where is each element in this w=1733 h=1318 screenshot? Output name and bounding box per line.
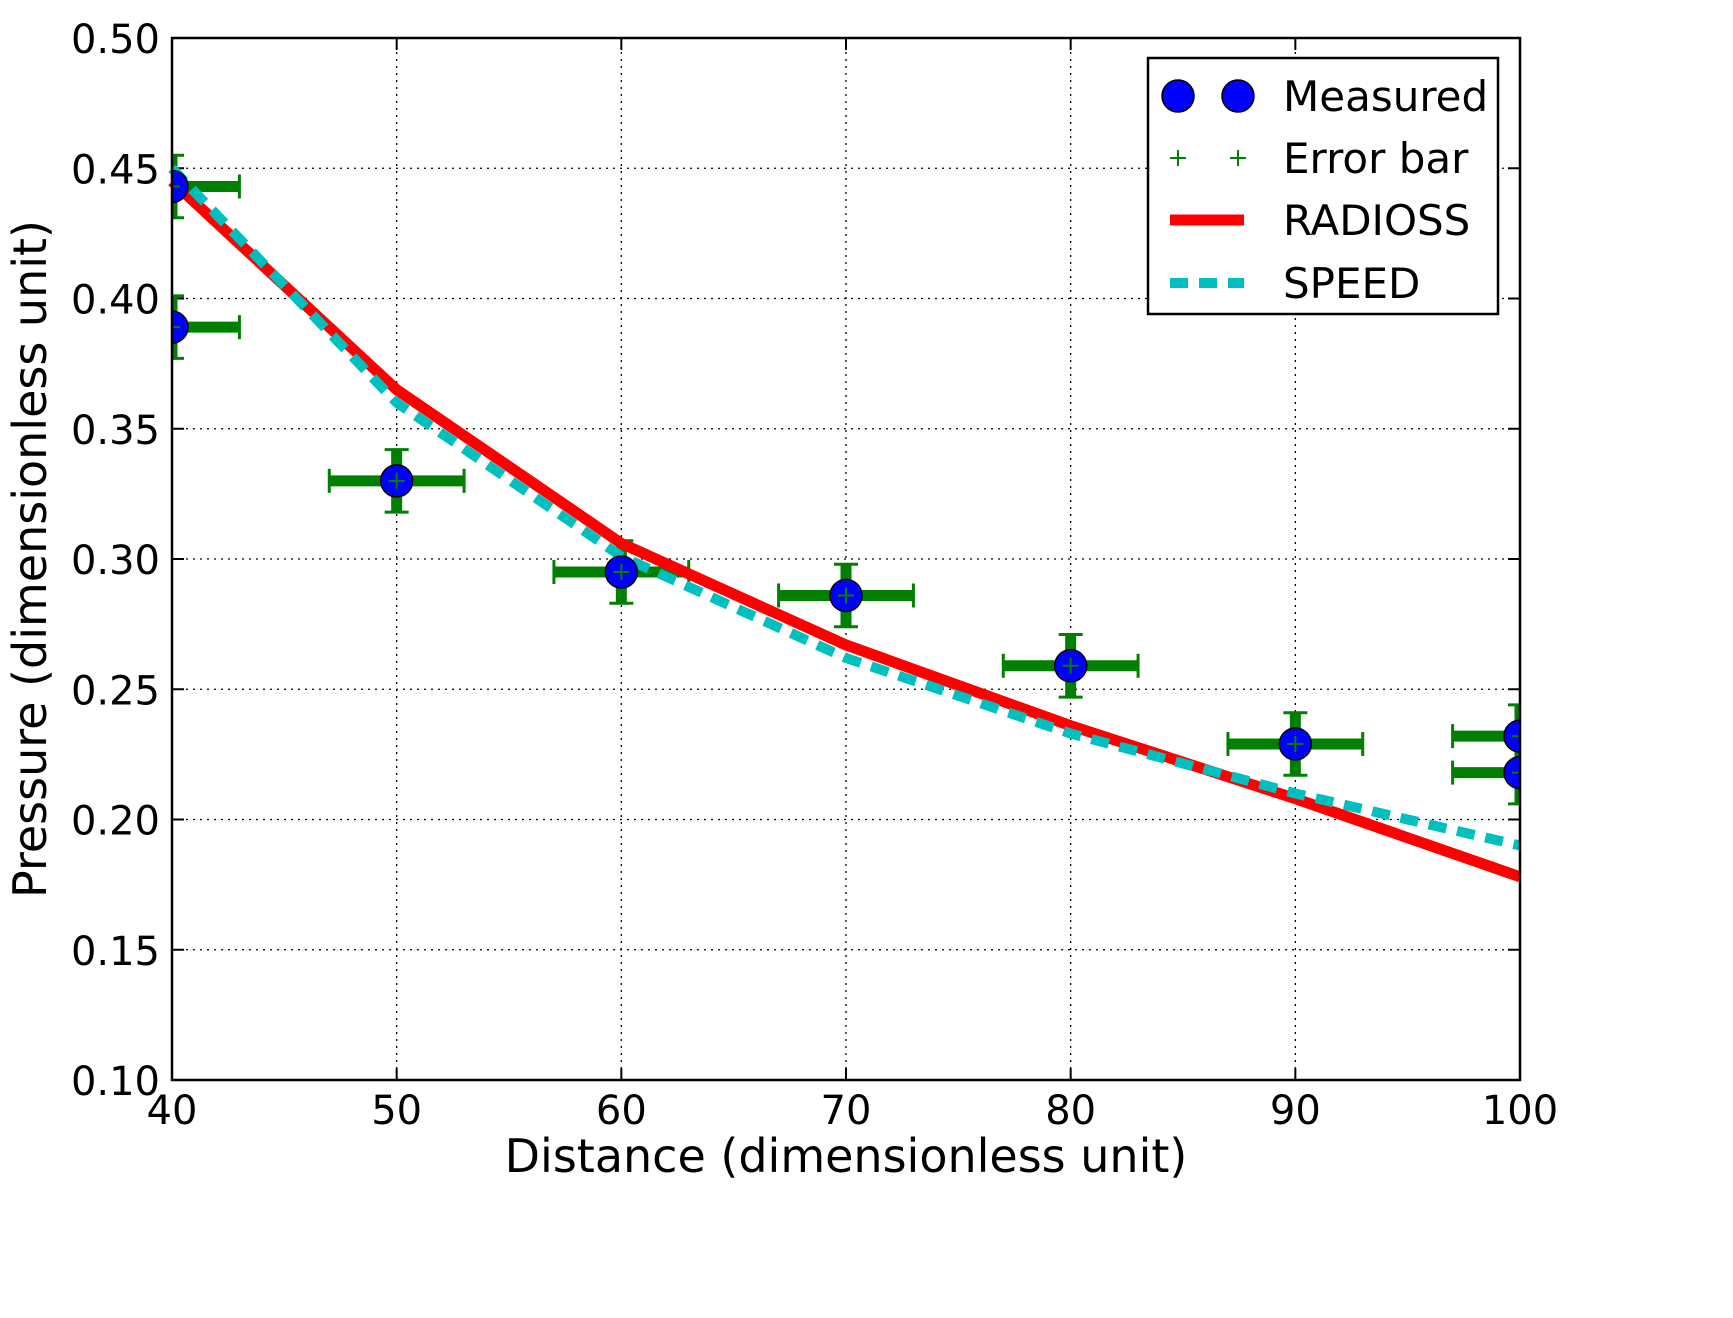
x-axis-label: Distance (dimensionless unit) — [505, 1129, 1188, 1183]
legend-label: SPEED — [1283, 259, 1420, 308]
legend-measured-marker — [1161, 79, 1195, 113]
grid — [172, 38, 1520, 1080]
error-bar-marker — [388, 472, 405, 489]
y-tick-label: 0.20 — [71, 799, 160, 845]
error-bar-marker — [172, 319, 180, 336]
x-tick-label: 60 — [596, 1088, 647, 1134]
legend-label: Measured — [1283, 72, 1488, 121]
x-tick-label: 90 — [1270, 1088, 1321, 1134]
y-tick-label: 0.35 — [71, 408, 160, 454]
y-tick-label: 0.25 — [71, 668, 160, 714]
legend-label: Error bar — [1283, 134, 1469, 183]
error-bar-marker — [1287, 735, 1304, 752]
error-bar-marker — [172, 178, 180, 195]
series-line-radioss — [168, 177, 1522, 883]
legend-label: RADIOSS — [1283, 196, 1470, 245]
legend-measured-marker — [1221, 79, 1255, 113]
x-tick-label: 80 — [1045, 1088, 1096, 1134]
error-bar-marker — [838, 587, 854, 604]
series-lines — [168, 164, 1522, 883]
legend-box — [1146, 56, 1500, 316]
measured-points — [172, 169, 1520, 790]
y-tick-label: 0.15 — [71, 929, 160, 975]
tick-labels: 40 50 60 70 80 90 100 0.10 0.15 0.20 0.25 0.30 0.35 0… — [71, 17, 1558, 1134]
y-tick-label: 0.30 — [71, 538, 160, 584]
error-bar — [172, 294, 241, 360]
y-tick-label: 0.45 — [71, 147, 160, 193]
x-tick-label: 70 — [821, 1088, 872, 1134]
legend-error-bar-marker — [1170, 150, 1186, 166]
error-bar-marker — [1512, 728, 1520, 745]
error-bar-marker — [613, 564, 630, 581]
y-tick-label: 0.50 — [71, 17, 160, 63]
x-tick-label: 40 — [147, 1088, 198, 1134]
legend: Measured Error bar RADIOSS SPEED — [1146, 56, 1500, 316]
legend-items: Measured Error bar RADIOSS SPEED — [1161, 72, 1488, 308]
series-line-speed — [168, 164, 1522, 851]
y-tick-label: 0.10 — [71, 1059, 160, 1105]
error-bar-marker — [1512, 764, 1520, 781]
error-bar — [172, 153, 241, 220]
error-bar-marker — [1062, 657, 1079, 674]
x-tick-label: 50 — [371, 1088, 422, 1134]
x-tick-label: 100 — [1482, 1088, 1558, 1134]
legend-error-bar-marker — [1230, 150, 1246, 166]
plot-frame — [170, 36, 1522, 1082]
y-tick-label: 0.40 — [71, 278, 160, 324]
y-axis-label: Pressure (dimensionless unit) — [3, 220, 57, 898]
